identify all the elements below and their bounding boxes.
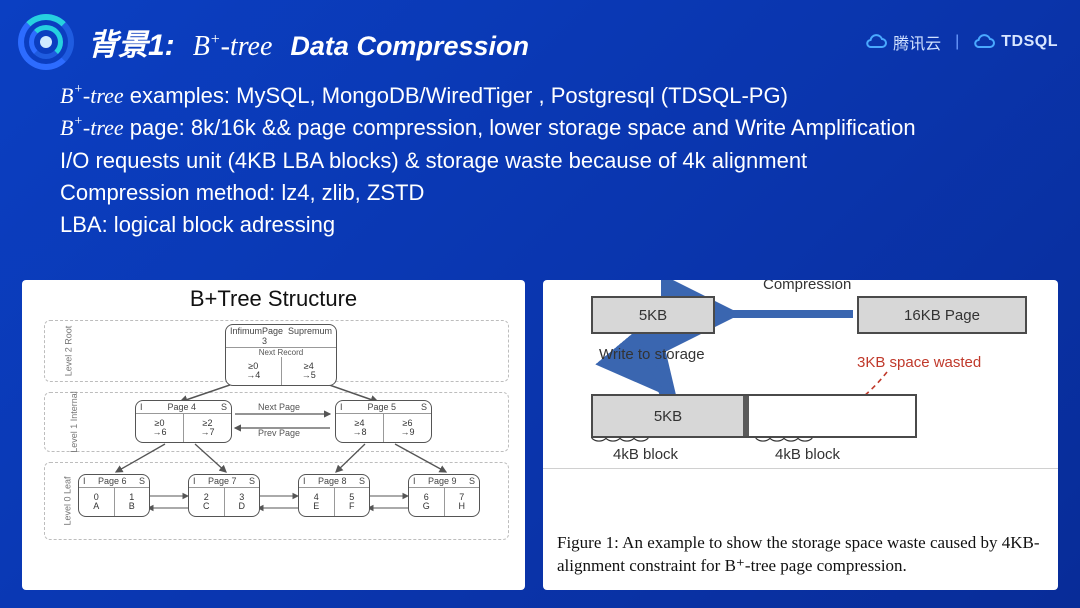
slide-header: 背景1: B+-tree Data Compression 腾讯云 | TDSQ… xyxy=(0,0,1080,70)
box-5kb: 5KB xyxy=(591,296,715,334)
page5-node: IPage 5S ≥4→8 ≥6→9 xyxy=(335,400,432,443)
leaf-node: IPage 7S 2C 3D xyxy=(188,474,260,517)
stored-5kb-segment: 5KB xyxy=(593,396,749,436)
cloud-icon: 腾讯云 xyxy=(865,30,941,54)
space-wasted-label: 3KB space wasted xyxy=(857,354,981,371)
bullet-row: B+-tree page: 8k/16k && page compression… xyxy=(60,112,1080,144)
bullet-list: B+-tree examples: MySQL, MongoDB/WiredTi… xyxy=(0,70,1080,242)
root-node: Infimum Page 3 Supremum Next Record ≥0→4… xyxy=(225,324,337,386)
title-cn: 背景1: xyxy=(88,20,175,64)
compression-stage: 5KB 16KB Page Compression Write to stora… xyxy=(557,290,1044,458)
brand-tencent: 腾讯云 xyxy=(893,30,941,54)
bullet-row: Compression method: lz4, zlib, ZSTD xyxy=(60,177,1080,209)
page4-node: IPage 4S ≥0→6 ≥2→7 xyxy=(135,400,232,443)
slide-title: 背景1: B+-tree Data Compression xyxy=(88,20,529,64)
btree-structure-figure: B+Tree Structure Level 2 Root Level 1 In… xyxy=(22,280,525,590)
bullet-row: I/O requests unit (4KB LBA blocks) & sto… xyxy=(60,145,1080,177)
title-btree: B+-tree xyxy=(193,31,273,63)
brand-tdsql: TDSQL xyxy=(1001,33,1058,51)
block-b-label: 4kB block xyxy=(775,446,840,463)
brand-bar: 腾讯云 | TDSQL xyxy=(865,30,1058,54)
bullet-row: LBA: logical block adressing xyxy=(60,209,1080,241)
block-a-label: 4kB block xyxy=(613,446,678,463)
box-16kb: 16KB Page xyxy=(857,296,1027,334)
btree-title: B+Tree Structure xyxy=(30,286,517,312)
write-to-storage-label: Write to storage xyxy=(599,346,705,363)
logo-icon xyxy=(18,14,74,70)
leaf-node: IPage 8S 4E 5F xyxy=(298,474,370,517)
leaf-node: IPage 9S 6G 7H xyxy=(408,474,480,517)
title-en: Data Compression xyxy=(290,31,529,62)
figure-row: B+Tree Structure Level 2 Root Level 1 In… xyxy=(22,280,1058,590)
separator xyxy=(543,468,1058,469)
compression-waste-figure: 5KB 16KB Page Compression Write to stora… xyxy=(543,280,1058,590)
brand-separator: | xyxy=(955,33,959,51)
next-page-label: Next Page xyxy=(258,402,300,412)
btree-stage: Level 2 Root Level 1 Internal Level 0 Le… xyxy=(30,316,517,566)
cloud-icon: TDSQL xyxy=(973,33,1058,51)
bullet-row: B+-tree examples: MySQL, MongoDB/WiredTi… xyxy=(60,80,1080,112)
compression-label: Compression xyxy=(763,280,851,293)
leaf-node: IPage 6S 0A 1B xyxy=(78,474,150,517)
figure-caption: Figure 1: An example to show the storage… xyxy=(557,532,1044,578)
prev-page-label: Prev Page xyxy=(258,428,300,438)
